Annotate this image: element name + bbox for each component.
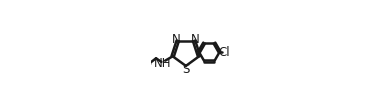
Text: Cl: Cl	[218, 46, 230, 59]
Text: S: S	[182, 63, 190, 76]
Text: N: N	[191, 33, 199, 46]
Text: NH: NH	[154, 57, 171, 70]
Text: N: N	[172, 33, 181, 46]
